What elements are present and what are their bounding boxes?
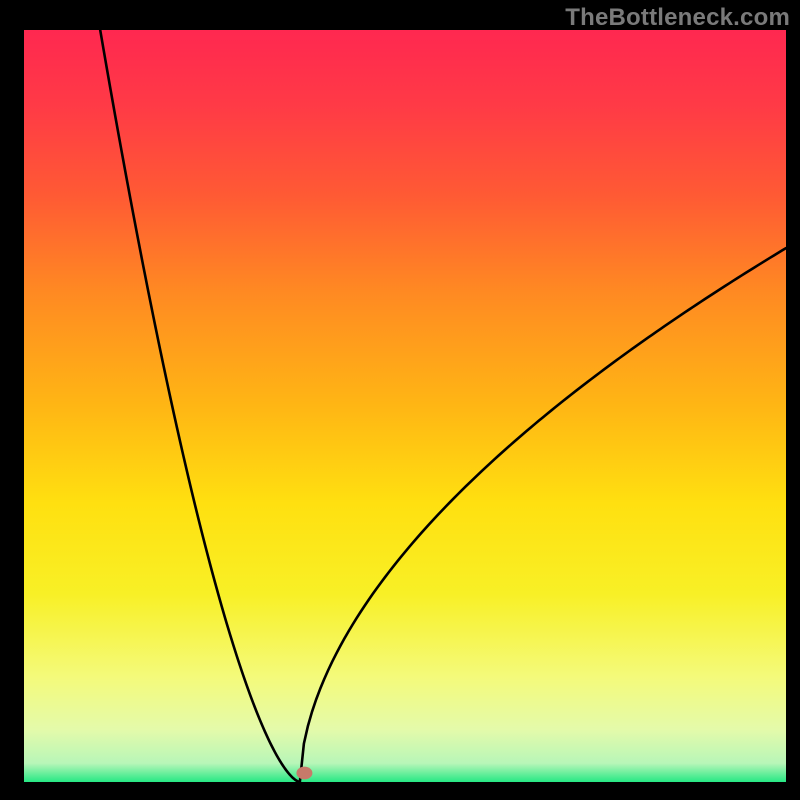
frame-left [0, 0, 24, 800]
frame-bottom [0, 782, 800, 800]
chart-stage: TheBottleneck.com [0, 0, 800, 800]
plot-svg [0, 0, 800, 800]
minimum-marker-dot [296, 767, 312, 780]
watermark-text: TheBottleneck.com [565, 4, 790, 32]
plot-background [24, 30, 786, 782]
frame-right [786, 0, 800, 800]
